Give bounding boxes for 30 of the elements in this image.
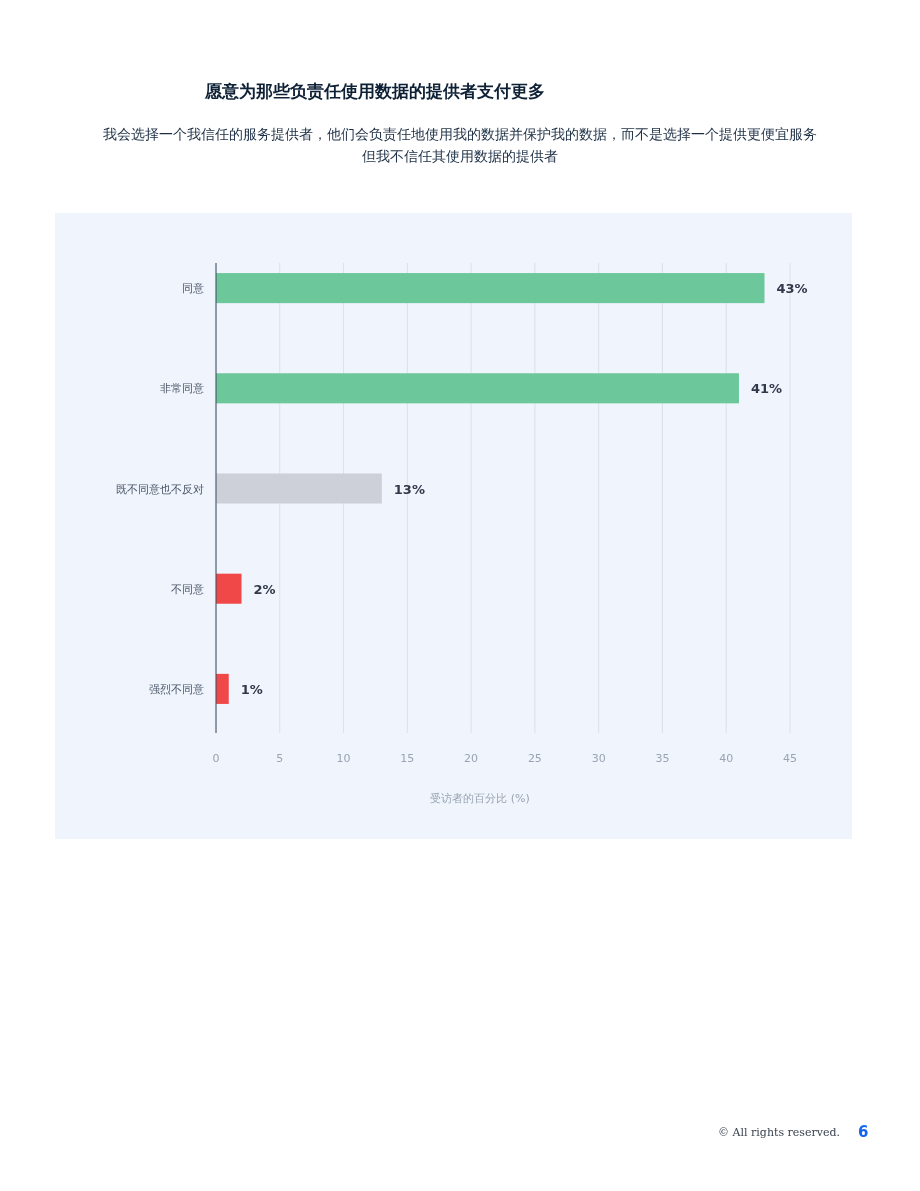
x-tick-label: 25 [527, 752, 542, 765]
y-tick-label: 非常同意 [160, 382, 204, 396]
bar [216, 673, 229, 704]
y-tick-label: 同意 [182, 282, 204, 296]
text: © All rights reserved. [718, 1126, 840, 1139]
y-tick-label: 强烈不同意 [149, 682, 204, 696]
bar [216, 373, 739, 404]
x-tick-label: 35 [655, 752, 670, 765]
x-tick-label: 45 [783, 752, 797, 765]
data-label: 41% [750, 381, 783, 397]
data-label: 13% [393, 481, 425, 497]
chart-subtitle: 我会选择一个我信任的服务提供者，他们会负责任地使用我的数据并保护我的数据，而不是选择一个提供更便宜服务但我不信任其使用数据的提供者 [103, 126, 817, 164]
bar [216, 573, 242, 604]
bar [216, 473, 382, 504]
chart-title: 愿意为那些负责任使用数据的提供者支付更多 [204, 81, 545, 101]
data-label: 1% [240, 681, 263, 697]
x-tick-label: 5 [276, 752, 284, 765]
bar [216, 273, 765, 304]
x-tick-label: 40 [719, 752, 734, 765]
x-axis-title: 受访者的百分比 (%) [430, 792, 530, 805]
x-tick-label: 10 [336, 752, 351, 765]
x-tick-label: 30 [591, 752, 606, 765]
x-tick-label: 20 [464, 752, 479, 765]
data-label: 43% [776, 281, 808, 297]
x-tick-label: 15 [400, 752, 415, 765]
x-tick-label: 0 [212, 752, 220, 765]
y-tick-label: 不同意 [171, 582, 204, 596]
y-tick-label: 既不同意也不反对 [116, 482, 204, 496]
data-label: 2% [253, 581, 276, 597]
text: 6 [858, 1123, 869, 1141]
